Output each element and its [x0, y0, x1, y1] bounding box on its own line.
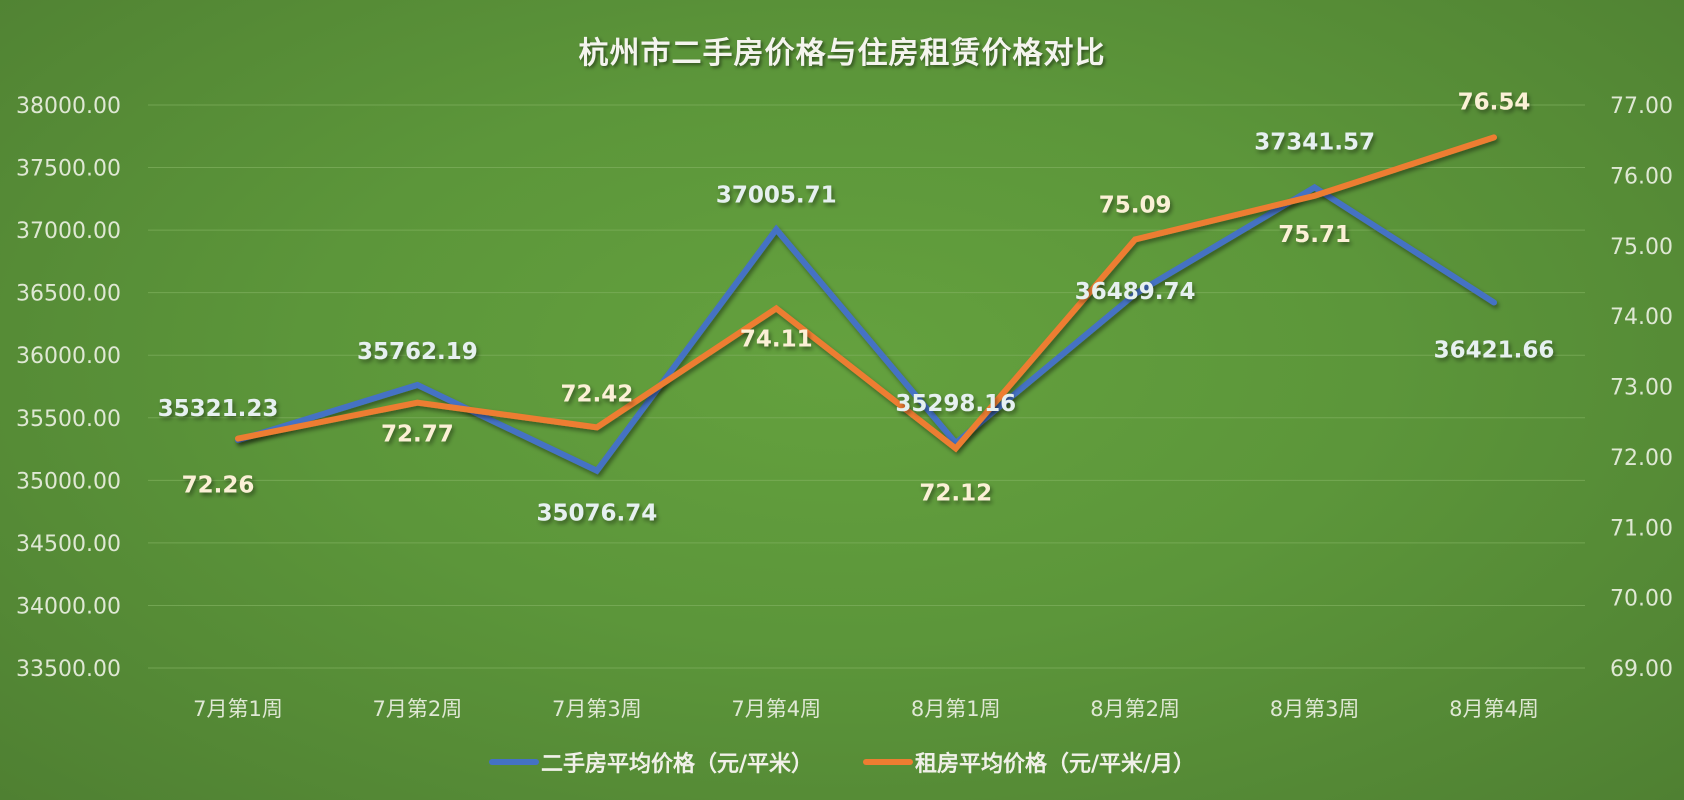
x-axis: 7月第1周 7月第2周 7月第3周 7月第4周 8月第1周 8月第2周 8月第3周 8月第4周: [193, 697, 1539, 721]
left-y-axis: 38000.00 37500.00 37000.00 36500.00 36000.00…: [16, 94, 121, 682]
data-label-secondhand: 36421.66: [1434, 337, 1555, 363]
left-axis-tick: 35500.00: [16, 407, 121, 432]
left-axis-tick: 36500.00: [16, 282, 121, 307]
chart-title: 杭州市二手房价格与住房租赁价格对比: [578, 36, 1106, 71]
x-axis-tick: 7月第3周: [552, 697, 642, 721]
data-label-secondhand: 37341.57: [1254, 129, 1375, 155]
data-label-secondhand: 36489.74: [1075, 279, 1196, 305]
left-axis-tick: 34000.00: [16, 594, 121, 619]
right-axis-tick: 71.00: [1610, 516, 1673, 541]
legend: 二手房平均价格（元/平米） 租房平均价格（元/平米/月）: [0, 746, 1684, 778]
data-label-secondhand: 37005.71: [716, 182, 837, 208]
legend-item-secondhand[interactable]: 二手房平均价格（元/平米）: [488, 746, 813, 778]
right-axis-tick: 73.00: [1610, 376, 1673, 401]
right-axis-tick: 74.00: [1610, 305, 1673, 330]
left-axis-tick: 35000.00: [16, 469, 121, 494]
left-axis-tick: 33500.00: [16, 657, 121, 682]
data-labels: 35321.23 35762.19 35076.74 37005.71 35298.16…: [158, 89, 1555, 526]
data-label-rent: 72.77: [381, 422, 454, 448]
data-label-secondhand: 35298.16: [895, 391, 1016, 417]
legend-swatch-orange-icon: [862, 759, 913, 765]
right-axis-tick: 72.00: [1610, 446, 1673, 471]
left-axis-tick: 37500.00: [16, 157, 121, 182]
data-label-rent: 75.09: [1099, 192, 1172, 218]
right-axis-tick: 69.00: [1610, 657, 1673, 682]
x-axis-tick: 7月第4周: [731, 697, 821, 721]
legend-label: 二手房平均价格（元/平米）: [540, 752, 813, 777]
data-label-rent: 72.26: [182, 473, 255, 499]
data-label-rent: 72.42: [560, 381, 633, 407]
left-axis-tick: 36000.00: [16, 344, 121, 369]
right-axis-tick: 77.00: [1610, 94, 1673, 119]
legend-item-rent[interactable]: 租房平均价格（元/平米/月）: [862, 746, 1196, 778]
data-label-secondhand: 35321.23: [158, 396, 279, 422]
data-label-secondhand: 35762.19: [357, 339, 478, 365]
left-axis-tick: 34500.00: [16, 532, 121, 557]
left-axis-tick: 38000.00: [16, 94, 121, 119]
data-label-rent: 72.12: [919, 480, 992, 506]
data-label-secondhand: 35076.74: [536, 501, 657, 527]
series-lines: [235, 134, 1497, 475]
x-axis-tick: 7月第1周: [193, 697, 283, 721]
gridlines: [148, 104, 1585, 669]
right-y-axis: 77.00 76.00 75.00 74.00 73.00 72.00 71.00 70.00…: [1610, 94, 1673, 682]
right-axis-tick: 75.00: [1610, 235, 1673, 260]
x-axis-tick: 8月第3周: [1270, 697, 1360, 721]
x-axis-tick: 8月第4周: [1449, 697, 1539, 721]
right-axis-tick: 76.00: [1610, 164, 1673, 189]
legend-label: 租房平均价格（元/平米/月）: [914, 752, 1196, 777]
x-axis-tick: 8月第2周: [1090, 697, 1180, 721]
x-axis-tick: 8月第1周: [911, 697, 1001, 721]
data-label-rent: 76.54: [1458, 89, 1531, 115]
right-axis-tick: 70.00: [1610, 587, 1673, 612]
left-axis-tick: 37000.00: [16, 219, 121, 244]
series-line-rent[interactable]: [235, 134, 1497, 453]
data-label-rent: 74.11: [740, 326, 813, 352]
data-label-rent: 75.71: [1278, 222, 1351, 248]
legend-swatch-blue-icon: [488, 759, 539, 765]
x-axis-tick: 7月第2周: [373, 697, 463, 721]
